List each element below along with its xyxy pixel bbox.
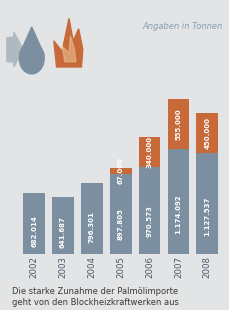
Text: 67.000: 67.000 xyxy=(117,157,123,184)
Text: 897.805: 897.805 xyxy=(117,208,123,240)
Text: Angaben in Tonnen: Angaben in Tonnen xyxy=(142,22,222,31)
Text: 796.301: 796.301 xyxy=(89,211,95,243)
Bar xyxy=(23,193,45,254)
Text: 340.000: 340.000 xyxy=(146,136,152,168)
FancyArrow shape xyxy=(7,32,23,67)
Text: Die starke Zunahme der Palmölimporte
geht von den Blockheizkraftwerken aus: Die starke Zunahme der Palmölimporte geh… xyxy=(11,287,178,307)
Text: 555.000: 555.000 xyxy=(175,108,181,140)
Bar xyxy=(196,113,217,153)
Polygon shape xyxy=(19,27,44,55)
Bar xyxy=(167,149,188,254)
Text: 1.174.092: 1.174.092 xyxy=(175,194,181,234)
Polygon shape xyxy=(62,36,76,62)
Text: 450.000: 450.000 xyxy=(203,117,209,149)
Text: 1.127.537: 1.127.537 xyxy=(203,196,209,236)
Text: 970.573: 970.573 xyxy=(146,205,152,237)
Bar xyxy=(81,183,102,254)
Circle shape xyxy=(19,43,44,74)
Bar xyxy=(109,174,131,254)
Bar xyxy=(167,99,188,149)
Bar xyxy=(196,153,217,254)
Polygon shape xyxy=(54,18,82,67)
Text: 682.014: 682.014 xyxy=(31,215,37,247)
Text: 641.687: 641.687 xyxy=(60,216,66,248)
Bar xyxy=(138,167,160,254)
Bar xyxy=(138,137,160,167)
Bar xyxy=(52,197,74,254)
Bar xyxy=(109,168,131,174)
